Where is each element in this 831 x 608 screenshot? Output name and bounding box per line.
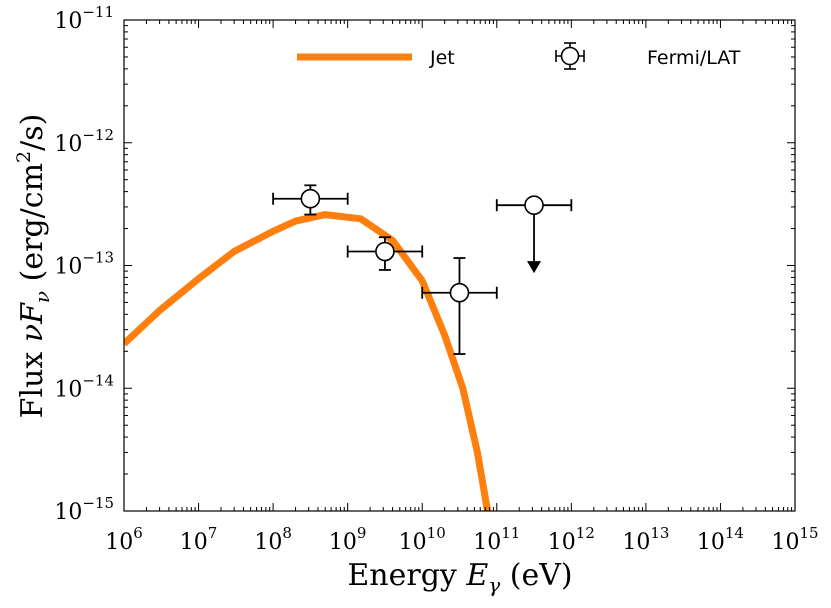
- x-tick-label: 1012: [548, 524, 595, 555]
- data-marker: [375, 241, 395, 262]
- fermi-point-1: [272, 184, 349, 216]
- y-axis-label: Flux νFν (erg/cm2/s): [13, 114, 57, 419]
- y-tick-label: 10−14: [54, 371, 114, 402]
- x-axis-label: Energy Eγ (eV): [347, 558, 572, 600]
- x-tick-label: 1013: [622, 524, 669, 555]
- upper-limit-arrowhead: [527, 261, 542, 274]
- x-tick-label: 1015: [771, 524, 818, 555]
- y-tick-label: 10−15: [54, 494, 114, 525]
- y-tick-label: 10−11: [54, 3, 114, 34]
- x-tick-label: 109: [329, 524, 367, 555]
- x-axis-label-unit: (eV): [510, 558, 573, 593]
- legend-jet-label: Jet: [429, 47, 455, 69]
- y-axis-label-symbol: νF: [15, 302, 50, 342]
- fermi-point-2: [346, 236, 424, 271]
- y-tick-label: 10−13: [54, 249, 114, 280]
- legend-fermi-label: Fermi/LAT: [647, 47, 741, 69]
- legend: Jet Fermi/LAT: [297, 42, 741, 70]
- fermi-point-4: [495, 195, 573, 274]
- x-axis-label-symbol: E: [465, 558, 488, 593]
- fermi-point-3: [421, 257, 498, 355]
- x-tick-label: 1010: [399, 524, 446, 555]
- x-axis-label-sub: γ: [488, 573, 500, 597]
- y-axis-label-unit-pre: (erg/cm: [15, 163, 50, 281]
- x-tick-label: 106: [105, 524, 143, 555]
- x-tick-label: 108: [254, 524, 292, 555]
- data-marker: [300, 188, 321, 209]
- y-axis-label-sub: ν: [30, 291, 54, 303]
- legend-fermi-marker: [555, 42, 585, 70]
- jet-model-line: [124, 211, 492, 511]
- y-axis-label-unit-sup: 2: [13, 151, 35, 163]
- data-marker: [449, 282, 470, 303]
- x-tick-label: 107: [180, 524, 218, 555]
- y-tick-label: 10−12: [54, 126, 114, 157]
- y-axis-label-unit-post: /s): [15, 114, 50, 151]
- x-axis-label-text: Energy: [347, 558, 457, 593]
- data-marker: [524, 195, 544, 215]
- y-axis-label-text: Flux: [15, 352, 50, 419]
- x-tick-label: 1011: [473, 524, 520, 555]
- x-tick-label: 1014: [697, 524, 744, 555]
